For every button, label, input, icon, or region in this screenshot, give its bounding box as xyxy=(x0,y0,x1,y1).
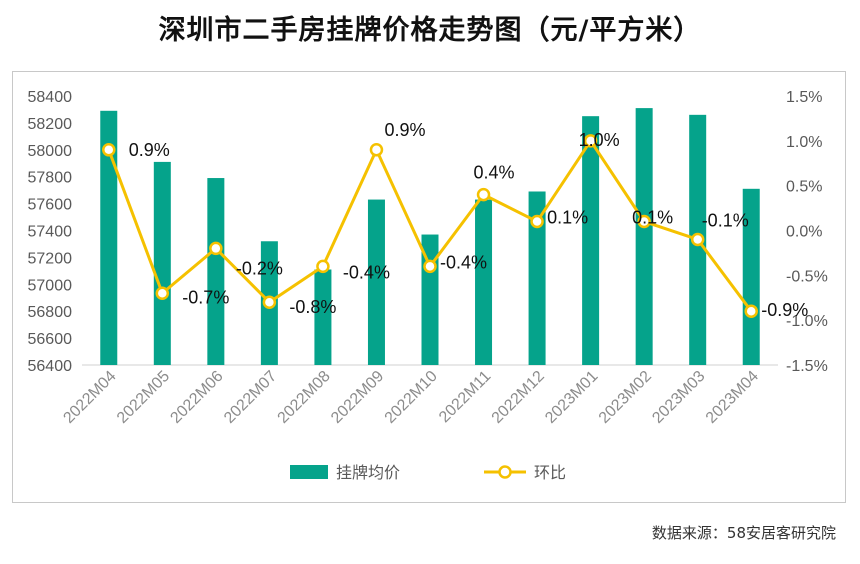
line-point-2023M02 xyxy=(637,214,651,229)
y-right-tick-label: 1.0% xyxy=(786,134,822,151)
line-point-2023M04 xyxy=(744,304,758,318)
data-label: -0.4% xyxy=(343,262,390,282)
data-label: -0.2% xyxy=(236,258,283,278)
data-label: 1.0% xyxy=(579,130,620,150)
y-right-tick-label: -1.5% xyxy=(786,358,828,375)
bar-2022M04 xyxy=(100,110,118,365)
line-point-2022M07 xyxy=(262,295,277,309)
y-right-tick-label: 1.5% xyxy=(786,89,822,106)
x-tick-label: 2022M08 xyxy=(275,368,334,427)
bar-2023M01 xyxy=(582,116,600,365)
data-label: 0.4% xyxy=(474,163,515,183)
bar-2022M09 xyxy=(367,199,385,365)
legend-label: 挂牌均价 xyxy=(336,463,400,482)
x-tick-label: 2022M12 xyxy=(489,368,548,427)
data-source: 数据来源：58安居客研究院 xyxy=(651,524,836,542)
line-point-2022M09 xyxy=(369,143,384,157)
line-point-2023M01 xyxy=(583,134,598,148)
x-tick-label: 2022M09 xyxy=(328,368,387,427)
y-left-tick-label: 57800 xyxy=(28,170,73,187)
data-label: 0.1% xyxy=(547,208,588,228)
y-left-tick-label: 56800 xyxy=(28,304,73,321)
chart-frame xyxy=(12,71,846,503)
line-point-2022M04 xyxy=(102,143,116,157)
data-label: 0.9% xyxy=(129,140,170,160)
legend-marker xyxy=(498,465,512,479)
data-label: -0.7% xyxy=(182,287,229,307)
line-point-2022M08 xyxy=(316,259,330,274)
bar-2023M04 xyxy=(742,188,760,365)
y-left-tick-label: 57200 xyxy=(28,250,73,267)
bar-2022M05 xyxy=(153,161,171,365)
y-left-tick-label: 57600 xyxy=(28,197,73,214)
line-point-2022M11 xyxy=(476,187,491,202)
data-label: -0.4% xyxy=(440,252,487,272)
y-right-tick-label: 0.5% xyxy=(786,179,822,196)
line-point-2022M06 xyxy=(209,241,223,256)
y-left-tick-label: 57400 xyxy=(28,224,73,241)
y-left-tick-label: 58200 xyxy=(28,116,73,133)
y-left-tick-label: 58000 xyxy=(28,143,73,160)
y-right-tick-label: 0.0% xyxy=(786,224,822,241)
line-point-2022M12 xyxy=(530,214,544,229)
y-left-tick-label: 57000 xyxy=(28,277,73,294)
x-tick-label: 2023M04 xyxy=(703,368,762,427)
bar-2022M11 xyxy=(475,199,493,365)
x-tick-label: 2022M07 xyxy=(221,368,280,427)
y-left-tick-label: 58400 xyxy=(28,89,73,106)
legend-swatch-bar xyxy=(290,465,328,479)
y-right-tick-label: -1.0% xyxy=(786,313,828,330)
data-label: -0.8% xyxy=(289,297,336,317)
data-label: -0.9% xyxy=(761,300,808,320)
x-tick-label: 2023M01 xyxy=(542,368,601,427)
data-label: 0.9% xyxy=(384,120,425,140)
x-tick-label: 2022M06 xyxy=(167,368,226,427)
x-tick-label: 2022M05 xyxy=(114,368,173,427)
data-label: -0.1% xyxy=(702,210,749,230)
line-point-2023M03 xyxy=(690,232,705,247)
y-left-tick-label: 56400 xyxy=(28,358,73,375)
x-tick-label: 2023M02 xyxy=(596,368,655,427)
bar-2022M06 xyxy=(207,178,225,365)
x-tick-label: 2022M10 xyxy=(382,368,441,427)
legend-label: 环比 xyxy=(534,463,566,482)
line-point-2022M10 xyxy=(423,259,437,274)
bar-2022M12 xyxy=(528,191,546,365)
chart-title: 深圳市二手房挂牌价格走势图（元/平方米） xyxy=(158,15,702,46)
line-point-2022M05 xyxy=(155,286,170,301)
bar-2023M02 xyxy=(635,108,653,365)
x-tick-label: 2022M11 xyxy=(436,368,494,426)
bar-2022M08 xyxy=(314,269,332,365)
data-label: 0.1% xyxy=(632,208,673,228)
x-tick-label: 2022M04 xyxy=(60,368,119,427)
y-left-tick-label: 56600 xyxy=(28,331,73,348)
y-right-tick-label: -0.5% xyxy=(786,268,828,285)
x-tick-label: 2023M03 xyxy=(649,368,708,427)
